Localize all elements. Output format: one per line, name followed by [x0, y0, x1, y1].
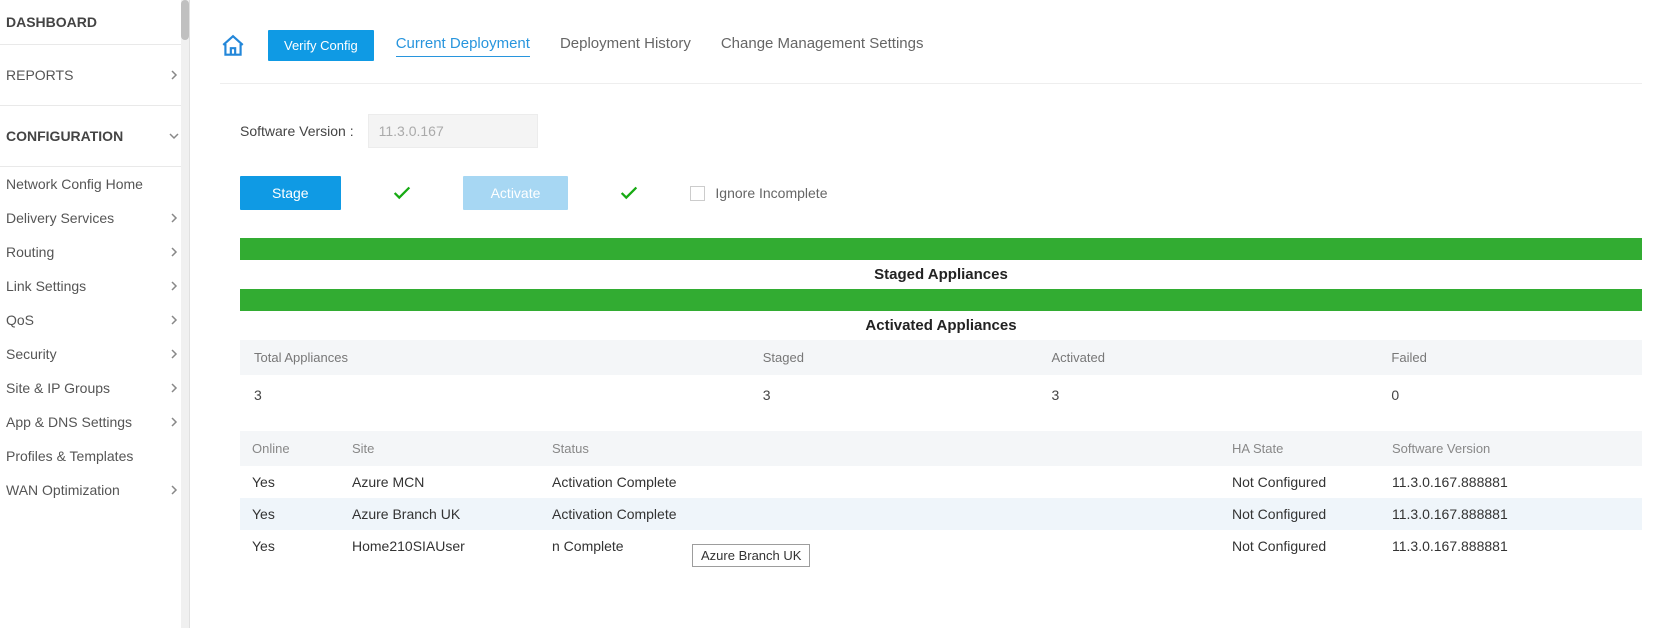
detail-cell-ha: Not Configured: [1220, 498, 1380, 530]
sidebar-item[interactable]: App & DNS Settings: [0, 405, 189, 439]
deployment-content: Software Version : Stage Activate Ignore…: [240, 114, 1642, 562]
sidebar-item[interactable]: Security: [0, 337, 189, 371]
verify-config-button[interactable]: Verify Config: [268, 30, 374, 61]
sidebar-item-label: App & DNS Settings: [6, 414, 132, 430]
software-version-label: Software Version :: [240, 123, 354, 139]
summary-header: Failed: [1377, 340, 1642, 375]
chevron-right-icon: [169, 485, 179, 495]
activated-section-title: Activated Appliances: [240, 311, 1642, 340]
chevron-right-icon: [169, 315, 179, 325]
sidebar-item-label: Link Settings: [6, 278, 86, 294]
detail-cell-sv: 11.3.0.167.888881: [1380, 498, 1642, 530]
detail-cell-status: Activation Complete: [540, 498, 1220, 530]
detail-cell-online: Yes: [240, 466, 340, 498]
summary-header: Activated: [1037, 340, 1377, 375]
sidebar-scrollbar-thumb[interactable]: [181, 0, 189, 40]
table-row[interactable]: YesAzure MCNActivation CompleteNot Confi…: [240, 466, 1642, 498]
chevron-right-icon: [169, 70, 179, 80]
check-icon: [391, 182, 413, 204]
sidebar-item-label: Site & IP Groups: [6, 380, 110, 396]
summary-header: Total Appliances: [240, 340, 749, 375]
detail-cell-site: Azure MCN: [340, 466, 540, 498]
home-icon[interactable]: [220, 33, 246, 59]
sidebar-reports[interactable]: REPORTS: [0, 45, 189, 106]
detail-cell-online: Yes: [240, 530, 340, 562]
chevron-down-icon: [169, 131, 179, 141]
ignore-incomplete-label: Ignore Incomplete: [715, 185, 827, 201]
check-icon: [618, 182, 640, 204]
detail-cell-sv: 11.3.0.167.888881: [1380, 466, 1642, 498]
detail-header: Software Version: [1380, 431, 1642, 466]
sidebar-reports-label: REPORTS: [6, 67, 73, 83]
summary-header: Staged: [749, 340, 1038, 375]
main-content: Verify Config Current Deployment Deployme…: [190, 0, 1672, 628]
detail-table: OnlineSiteStatusHA StateSoftware Version…: [240, 431, 1642, 562]
action-row: Stage Activate Ignore Incomplete: [240, 176, 1642, 210]
sidebar-item-label: Security: [6, 346, 57, 362]
detail-cell-sv: 11.3.0.167.888881: [1380, 530, 1642, 562]
activated-progress-bar: [240, 289, 1642, 311]
activate-button[interactable]: Activate: [463, 176, 569, 210]
chevron-right-icon: [169, 349, 179, 359]
tab-link[interactable]: Change Management Settings: [721, 35, 924, 57]
sidebar-item-label: QoS: [6, 312, 34, 328]
sidebar-item[interactable]: Site & IP Groups: [0, 371, 189, 405]
detail-cell-status: n Complete: [540, 530, 1220, 562]
detail-header: Online: [240, 431, 340, 466]
tab-link[interactable]: Deployment History: [560, 35, 691, 57]
sidebar-configuration-label: CONFIGURATION: [6, 128, 123, 144]
chevron-right-icon: [169, 383, 179, 393]
checkbox-box[interactable]: [690, 186, 705, 201]
staged-progress-bar: [240, 238, 1642, 260]
sidebar-item[interactable]: QoS: [0, 303, 189, 337]
sidebar-item[interactable]: Delivery Services: [0, 201, 189, 235]
detail-cell-site: Azure Branch UK: [340, 498, 540, 530]
sidebar-item-label: Network Config Home: [6, 176, 143, 192]
table-row[interactable]: YesAzure Branch UKActivation CompleteNot…: [240, 498, 1642, 530]
sidebar-item[interactable]: Profiles & Templates: [0, 439, 189, 473]
detail-cell-site: Home210SIAUser: [340, 530, 540, 562]
sidebar-dashboard[interactable]: DASHBOARD: [0, 0, 189, 45]
sidebar-item[interactable]: Network Config Home: [0, 167, 189, 201]
detail-cell-ha: Not Configured: [1220, 466, 1380, 498]
ignore-incomplete-checkbox[interactable]: Ignore Incomplete: [690, 185, 827, 201]
sidebar: DASHBOARD REPORTS CONFIGURATION Network …: [0, 0, 190, 628]
software-version-input[interactable]: [368, 114, 538, 148]
sidebar-item-label: Routing: [6, 244, 54, 260]
topbar: Verify Config Current Deployment Deployme…: [220, 30, 1642, 84]
sidebar-item-label: WAN Optimization: [6, 482, 120, 498]
sidebar-item[interactable]: Link Settings: [0, 269, 189, 303]
detail-header: HA State: [1220, 431, 1380, 466]
chevron-right-icon: [169, 281, 179, 291]
sidebar-configuration[interactable]: CONFIGURATION: [0, 106, 189, 167]
detail-cell-online: Yes: [240, 498, 340, 530]
software-version-row: Software Version :: [240, 114, 1642, 148]
tab-link[interactable]: Current Deployment: [396, 35, 530, 57]
summary-cell: 3: [1037, 375, 1377, 415]
summary-cell: 3: [240, 375, 749, 415]
summary-cell: 0: [1377, 375, 1642, 415]
site-tooltip: Azure Branch UK: [692, 544, 810, 567]
stage-button[interactable]: Stage: [240, 176, 341, 210]
chevron-right-icon: [169, 213, 179, 223]
sidebar-scrollbar[interactable]: [181, 0, 189, 628]
sidebar-item[interactable]: WAN Optimization: [0, 473, 189, 507]
chevron-right-icon: [169, 417, 179, 427]
summary-table: Total AppliancesStagedActivatedFailed 33…: [240, 340, 1642, 415]
sidebar-item-label: Profiles & Templates: [6, 448, 133, 464]
sidebar-item-label: Delivery Services: [6, 210, 114, 226]
staged-section-title: Staged Appliances: [240, 260, 1642, 289]
detail-header: Site: [340, 431, 540, 466]
chevron-right-icon: [169, 247, 179, 257]
table-row[interactable]: YesHome210SIAUsern CompleteNot Configure…: [240, 530, 1642, 562]
summary-cell: 3: [749, 375, 1038, 415]
detail-cell-ha: Not Configured: [1220, 530, 1380, 562]
detail-cell-status: Activation Complete: [540, 466, 1220, 498]
sidebar-dashboard-label: DASHBOARD: [6, 14, 97, 30]
sidebar-item[interactable]: Routing: [0, 235, 189, 269]
detail-header: Status: [540, 431, 1220, 466]
